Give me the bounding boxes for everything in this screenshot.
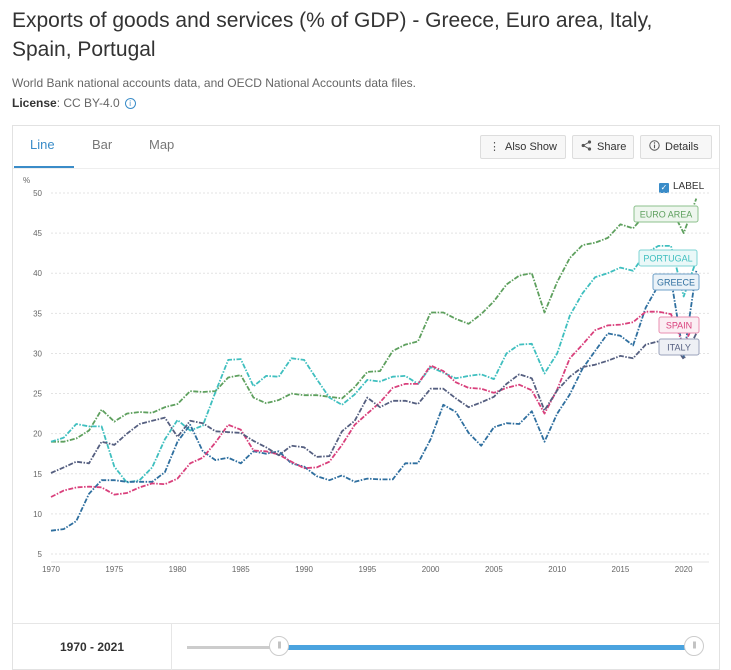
x-tick-label: 1980 xyxy=(169,565,187,574)
y-tick-label: 45 xyxy=(33,229,42,238)
tab-bar[interactable]: Bar xyxy=(92,137,113,152)
x-tick-label: 2010 xyxy=(548,565,566,574)
info-circle-icon xyxy=(649,136,660,158)
info-icon[interactable]: i xyxy=(124,98,136,109)
series-line xyxy=(51,198,698,443)
details-button[interactable]: Details xyxy=(640,135,712,159)
slider-rail xyxy=(187,646,279,649)
tabs-divider xyxy=(13,168,719,169)
also-show-button[interactable]: ⋮ Also Show xyxy=(480,135,566,159)
share-icon xyxy=(581,136,592,158)
range-label: 1970 - 2021 xyxy=(13,624,172,670)
also-show-label: Also Show xyxy=(505,141,557,153)
y-tick-label: 50 xyxy=(33,189,42,198)
tab-map[interactable]: Map xyxy=(149,137,175,152)
details-label: Details xyxy=(665,141,699,153)
x-tick-label: 1970 xyxy=(42,565,60,574)
share-button[interactable]: Share xyxy=(572,135,634,159)
label-toggle[interactable]: ✓ LABEL xyxy=(659,181,704,193)
series-label-box-italy xyxy=(658,338,700,356)
series-line xyxy=(50,245,698,484)
series-label-box-portugal xyxy=(638,249,698,267)
series-line xyxy=(50,270,698,532)
series-line xyxy=(50,333,698,474)
x-tick-label: 1975 xyxy=(105,565,123,574)
series-label-italy: ITALY xyxy=(667,343,691,353)
series-label-box-greece xyxy=(652,273,700,291)
y-axis-unit-label: % xyxy=(23,176,30,185)
y-tick-label: 10 xyxy=(33,510,42,519)
x-tick-label: 2020 xyxy=(675,565,693,574)
x-tick-label: 2005 xyxy=(485,565,503,574)
y-tick-label: 40 xyxy=(33,269,42,278)
series-label-portugal: PORTUGAL xyxy=(643,254,692,264)
series-label-spain: SPAIN xyxy=(666,321,692,331)
x-tick-label: 1990 xyxy=(295,565,313,574)
series-label-greece: GREECE xyxy=(657,278,695,288)
y-tick-label: 15 xyxy=(33,470,42,479)
range-bar: 1970 - 2021 ||| ||| xyxy=(13,623,719,670)
slider-start-handle[interactable]: ||| xyxy=(269,636,289,656)
tab-line[interactable]: Line xyxy=(30,137,55,152)
y-tick-label: 20 xyxy=(33,430,42,439)
checkbox-checked-icon[interactable]: ✓ xyxy=(659,183,669,193)
active-tab-indicator xyxy=(14,166,74,168)
series-label-box-spain xyxy=(658,316,700,334)
line-chart: % 5 10 15 20 25 30 35 40 45 50 1970 1975 1980 1985 1990… xyxy=(23,176,709,574)
series-label-box-euro-area xyxy=(633,205,699,223)
license-label: License xyxy=(12,96,57,110)
license-value[interactable]: : CC BY-4.0 xyxy=(56,96,120,110)
y-tick-label: 25 xyxy=(33,390,42,399)
y-tick-label: 35 xyxy=(33,309,42,318)
y-tick-label: 5 xyxy=(38,550,43,559)
x-tick-label: 2000 xyxy=(422,565,440,574)
vertical-dots-icon: ⋮ xyxy=(489,141,500,153)
label-toggle-text: LABEL xyxy=(673,181,705,192)
x-tick-label: 1995 xyxy=(358,565,376,574)
x-tick-label: 2015 xyxy=(612,565,630,574)
chart-card: Line Bar Map ⋮ Also Show Share Details ✓ L… xyxy=(12,125,720,670)
source-note: World Bank national accounts data, and O… xyxy=(12,76,417,90)
x-tick-label: 1985 xyxy=(232,565,250,574)
slider-end-handle[interactable]: ||| xyxy=(684,636,704,656)
slider-selected-range[interactable] xyxy=(279,645,693,650)
share-label: Share xyxy=(597,141,627,153)
series-label-euro-area: EURO AREA xyxy=(640,210,693,220)
license-line: License: CC BY-4.0 i xyxy=(12,96,136,110)
page-title: Exports of goods and services (% of GDP)… xyxy=(12,9,653,61)
series-line xyxy=(50,310,698,498)
y-tick-label: 30 xyxy=(33,349,42,358)
